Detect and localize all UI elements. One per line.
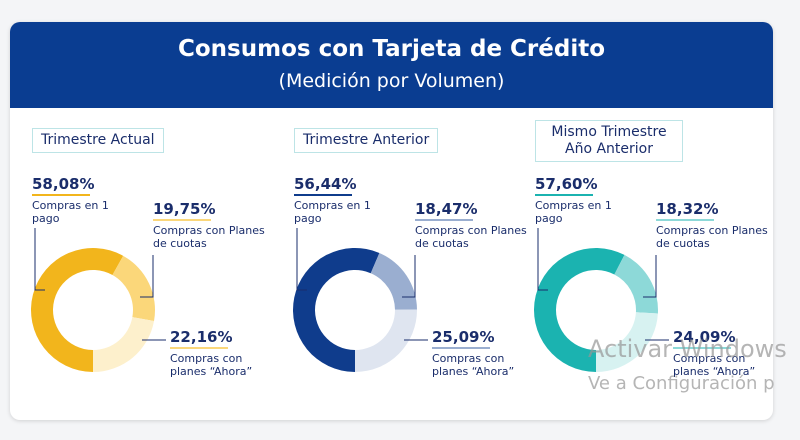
donut-segment bbox=[293, 248, 380, 372]
leader-line bbox=[537, 228, 548, 291]
category-label: Compras en 1 pago bbox=[294, 199, 371, 225]
leader-line bbox=[34, 228, 45, 291]
subtitle: (Medición por Volumen) bbox=[278, 70, 505, 92]
category-label: Compras con planes “Ahora” bbox=[673, 352, 756, 378]
watermark: Ve a Configuración p bbox=[588, 373, 775, 394]
category-label: Compras con planes “Ahora” bbox=[170, 352, 253, 378]
value-label: 19,75% bbox=[153, 200, 216, 218]
watermark: Activar Windows bbox=[588, 335, 787, 363]
category-label: Compras con Planes de cuotas bbox=[415, 224, 527, 250]
leader-line bbox=[296, 228, 307, 291]
category-label: Compras en 1 pago bbox=[535, 199, 612, 225]
leader-line bbox=[402, 255, 416, 298]
section-title: Trimestre Actual bbox=[32, 128, 164, 153]
category-label: Compras con planes “Ahora” bbox=[432, 352, 515, 378]
value-label: 18,32% bbox=[656, 200, 719, 218]
donut-segment bbox=[596, 312, 658, 372]
value-label: 57,60% bbox=[535, 175, 598, 193]
leader-line bbox=[140, 255, 154, 298]
header bbox=[10, 22, 773, 108]
value-label: 18,47% bbox=[415, 200, 478, 218]
donut-segment bbox=[31, 248, 124, 372]
value-label: 22,16% bbox=[170, 328, 233, 346]
value-label: 58,08% bbox=[32, 175, 95, 193]
category-label: Compras en 1 pago bbox=[32, 199, 109, 225]
value-label: 24,09% bbox=[673, 328, 736, 346]
donut-segment bbox=[93, 317, 155, 372]
donut-segment bbox=[112, 255, 155, 321]
category-label: Compras con Planes de cuotas bbox=[153, 224, 265, 250]
donut-segment bbox=[370, 253, 417, 310]
donut-segment bbox=[355, 309, 418, 372]
title: Consumos con Tarjeta de Crédito bbox=[177, 36, 606, 62]
section-title: Trimestre Anterior bbox=[294, 128, 439, 153]
value-label: 25,09% bbox=[432, 328, 495, 346]
donut-segment bbox=[533, 247, 625, 372]
leader-line bbox=[643, 255, 657, 298]
category-label: Compras con Planes de cuotas bbox=[656, 224, 768, 250]
section-title: Mismo Trimestre Año Anterior bbox=[535, 120, 683, 162]
value-label: 56,44% bbox=[294, 175, 357, 193]
donut-segment bbox=[614, 254, 658, 314]
